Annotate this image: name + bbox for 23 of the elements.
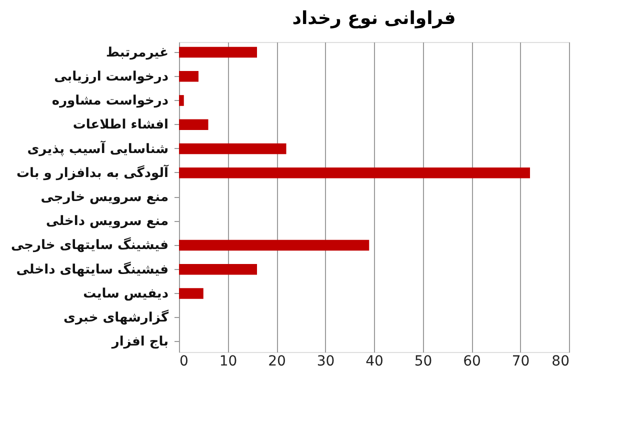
y-tick-label: فیشینگ سایتهای داخلی xyxy=(16,261,168,278)
y-tick-label: درخواست ارزیابی xyxy=(54,69,169,84)
y-tick-label: منع سرویس داخلی xyxy=(46,214,168,230)
y-tick-label: درخواست مشاوره xyxy=(52,94,169,108)
y-tick-label: فیشینگ سایتهای خارجی xyxy=(10,237,168,254)
x-tick-label: 60 xyxy=(463,354,481,370)
y-tick-label: گزارشهای خبری xyxy=(64,310,169,326)
y-tick-label: باج افزار xyxy=(110,334,168,350)
x-tick-label: 80 xyxy=(552,354,570,370)
y-tick-label: شناسایی آسیب پذیری xyxy=(27,140,168,157)
y-tick-label: منع سرویس خارجی xyxy=(40,190,168,205)
x-tick-label: 30 xyxy=(316,354,335,370)
y-tick-label: دیفیس سایت xyxy=(83,286,169,302)
x-tick-label: 0 xyxy=(180,354,188,370)
x-tick-label: 10 xyxy=(219,354,238,370)
x-tick-label: 50 xyxy=(414,354,432,370)
chart-title: فراوانی نوع رخداد xyxy=(292,8,456,29)
y-tick-label: افشاء اطلاعات xyxy=(72,118,168,133)
y-tick-label: غیرمرتبط xyxy=(106,45,168,60)
x-tick-label: 20 xyxy=(268,354,286,370)
x-tick-label: 40 xyxy=(366,354,384,370)
y-tick-label: آلودگی به بدافزار و بات xyxy=(16,164,170,181)
x-tick-label: 70 xyxy=(512,354,530,370)
